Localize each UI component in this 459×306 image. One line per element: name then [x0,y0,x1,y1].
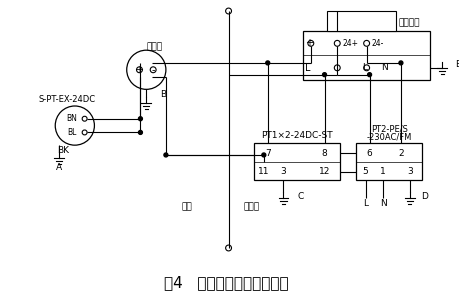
Text: -: - [151,65,155,75]
Circle shape [363,40,369,46]
Circle shape [322,73,326,76]
Circle shape [82,116,87,121]
Circle shape [367,73,371,76]
Text: B: B [160,90,166,99]
Text: +: + [304,38,312,48]
Circle shape [136,67,142,73]
Text: 图4   山顶水箱液位测量接线: 图4 山顶水箱液位测量接线 [164,275,288,290]
Circle shape [225,245,231,251]
Circle shape [82,130,87,135]
Circle shape [363,65,369,71]
Circle shape [334,40,340,46]
Text: 3: 3 [280,167,285,176]
Circle shape [334,65,340,71]
Circle shape [261,153,265,157]
Text: 现场: 现场 [181,202,192,211]
Circle shape [163,153,168,157]
Circle shape [138,117,142,121]
Text: 8: 8 [321,148,327,158]
Text: 6: 6 [366,148,372,158]
Circle shape [138,130,142,134]
Text: N: N [379,200,386,208]
Text: 1: 1 [380,167,385,176]
Text: L: L [361,63,366,72]
Circle shape [55,106,94,145]
Text: D: D [420,192,427,201]
Text: PT2-PE/S: PT2-PE/S [370,125,407,134]
Bar [327,11,395,31]
Text: BL: BL [67,128,76,137]
Text: 3: 3 [406,167,412,176]
Text: 24-: 24- [371,39,383,48]
Text: BN: BN [66,114,77,123]
Circle shape [150,67,156,73]
Bar [253,143,340,181]
Text: 仪表室: 仪表室 [243,202,259,211]
Text: E: E [454,60,459,69]
Bar [302,31,429,80]
Circle shape [265,61,269,65]
Text: C: C [297,192,302,201]
Text: A: A [56,163,62,172]
Text: 5: 5 [362,167,368,176]
Circle shape [398,61,402,65]
Text: 7: 7 [264,148,270,158]
Text: 二次仪表: 二次仪表 [398,18,420,27]
Text: 12: 12 [318,167,330,176]
Text: L: L [304,63,310,73]
Text: 11: 11 [257,167,269,176]
Text: BK: BK [57,146,69,155]
Text: PT1×2-24DC-ST: PT1×2-24DC-ST [261,131,332,140]
Text: -230AC/FM: -230AC/FM [366,133,411,142]
Text: L: L [362,200,367,208]
Circle shape [225,8,231,14]
Text: S-PT-EX-24DC: S-PT-EX-24DC [39,95,95,104]
Text: 变送器: 变送器 [146,43,162,52]
Text: 24+: 24+ [341,39,358,48]
Text: +: + [135,65,143,75]
Text: 2: 2 [397,148,403,158]
Text: N: N [380,63,387,72]
Circle shape [307,40,313,46]
Bar [355,143,421,181]
Circle shape [126,50,166,89]
